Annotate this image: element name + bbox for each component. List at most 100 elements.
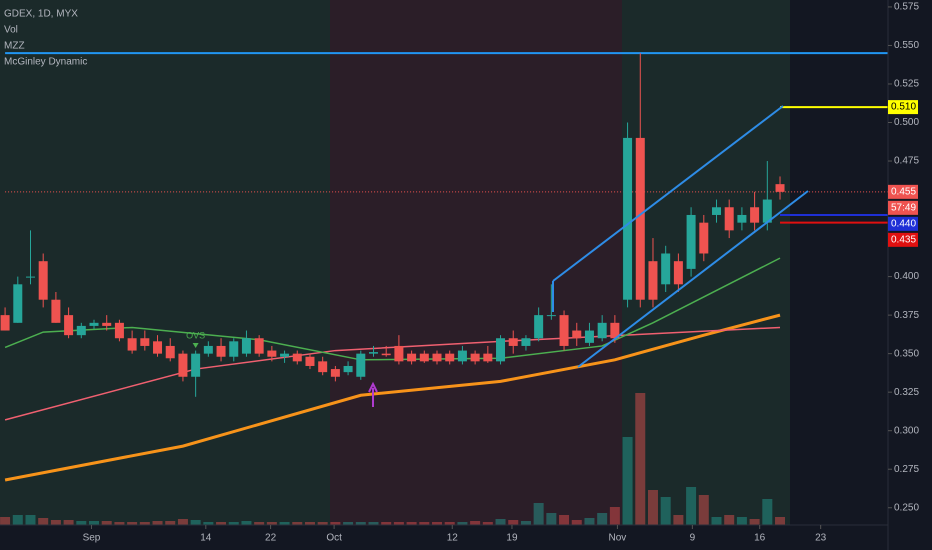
price-label-box bbox=[888, 232, 918, 247]
volume-bar bbox=[609, 507, 620, 525]
volume-bar bbox=[317, 522, 328, 525]
volume-bar bbox=[50, 520, 61, 525]
candle-body bbox=[153, 341, 163, 354]
annotation-marker bbox=[192, 342, 199, 348]
x-tick-label: Oct bbox=[326, 533, 342, 544]
volume-bar bbox=[177, 519, 188, 525]
candle-body bbox=[737, 214, 747, 223]
candle-body bbox=[546, 315, 556, 317]
volume-bar bbox=[571, 520, 582, 525]
candle-body bbox=[534, 315, 544, 339]
volume-bar bbox=[393, 522, 404, 525]
countdown-box bbox=[888, 200, 918, 215]
y-tick-label: 0.325 bbox=[894, 387, 919, 398]
candle-body bbox=[508, 338, 518, 346]
volume-bar bbox=[381, 522, 392, 525]
candle-body bbox=[76, 325, 86, 336]
candle-body bbox=[775, 184, 785, 192]
volume-bar bbox=[228, 522, 239, 525]
countdown: 57:49 bbox=[891, 202, 916, 213]
volume-bar bbox=[762, 499, 773, 525]
volume-bar bbox=[368, 522, 379, 525]
candle-body bbox=[305, 356, 315, 366]
volume-bar bbox=[25, 515, 36, 525]
volume-bar bbox=[101, 521, 112, 525]
candle-body bbox=[559, 315, 569, 346]
channel-upper bbox=[552, 105, 784, 282]
plot bbox=[0, 52, 888, 525]
candle-body bbox=[330, 369, 340, 377]
y-tick-label: 0.275 bbox=[894, 464, 919, 475]
candle-body bbox=[343, 365, 353, 373]
y-tick-label: 0.475 bbox=[894, 156, 919, 167]
indicator-label: McGinley Dynamic bbox=[4, 57, 87, 68]
volume-bar bbox=[254, 522, 265, 525]
candle-body bbox=[762, 199, 772, 223]
volume-bar bbox=[304, 522, 315, 525]
volume-bar bbox=[266, 522, 277, 525]
candle-body bbox=[686, 214, 696, 269]
candle-body bbox=[661, 253, 671, 285]
volume-bar bbox=[38, 518, 49, 525]
y-tick-label: 0.300 bbox=[894, 425, 919, 436]
candle-body bbox=[711, 207, 721, 215]
volume-bar bbox=[724, 515, 735, 525]
candle-body bbox=[394, 345, 404, 362]
candle-body bbox=[51, 299, 61, 323]
price-label: 0.435 bbox=[891, 234, 916, 245]
zone-red bbox=[330, 0, 622, 525]
candle-body bbox=[648, 261, 658, 300]
candle-body bbox=[127, 338, 137, 351]
candle-body bbox=[216, 345, 226, 357]
volume-bar bbox=[76, 521, 87, 525]
candle-body bbox=[572, 330, 582, 339]
volume-bar bbox=[63, 520, 74, 525]
signal-arrow bbox=[368, 381, 378, 407]
candle-body bbox=[597, 322, 607, 339]
volume-bar bbox=[292, 522, 303, 525]
volume-bar bbox=[127, 522, 138, 525]
y-tick-label: 0.400 bbox=[894, 271, 919, 282]
volume-bar bbox=[584, 518, 595, 525]
x-tick-label: 16 bbox=[754, 533, 766, 544]
volume-bar bbox=[457, 522, 468, 525]
volume-bar bbox=[89, 521, 100, 525]
x-tick-label: 12 bbox=[447, 533, 459, 544]
y-tick-label: 0.250 bbox=[894, 502, 919, 513]
candle-body bbox=[25, 276, 35, 278]
zone-green bbox=[0, 0, 330, 525]
volume-bar bbox=[0, 517, 11, 525]
candle-body bbox=[267, 350, 277, 357]
volume-bar bbox=[190, 520, 201, 525]
y-tick-label: 0.575 bbox=[894, 2, 919, 13]
candle-body bbox=[241, 338, 251, 354]
volume-bar bbox=[597, 513, 608, 525]
volume-bar bbox=[508, 520, 519, 525]
candle-body bbox=[496, 338, 506, 362]
candle-body bbox=[407, 353, 417, 362]
volume-bar bbox=[660, 497, 671, 525]
candle-body bbox=[750, 207, 760, 223]
zone-green bbox=[622, 0, 790, 525]
candle-body bbox=[673, 261, 683, 285]
indicator-label: MZZ bbox=[4, 41, 25, 52]
volume-bar bbox=[749, 519, 760, 525]
x-tick-label: 9 bbox=[690, 533, 696, 544]
volume-bar bbox=[279, 522, 290, 525]
candle-body bbox=[356, 353, 366, 377]
candle-body bbox=[368, 352, 378, 354]
volume-bar bbox=[241, 521, 252, 525]
volume-bar bbox=[203, 522, 214, 525]
volume-bar bbox=[622, 437, 633, 525]
volume-bar bbox=[470, 521, 481, 525]
candle-body bbox=[292, 353, 302, 362]
volume-bar bbox=[12, 515, 23, 525]
y-tick-label: 0.375 bbox=[894, 310, 919, 321]
y-tick-label: 0.350 bbox=[894, 348, 919, 359]
volume-bar bbox=[559, 515, 570, 525]
x-tick-label: Sep bbox=[83, 533, 101, 544]
volume-bar bbox=[673, 515, 684, 525]
channel-lower bbox=[577, 190, 809, 368]
